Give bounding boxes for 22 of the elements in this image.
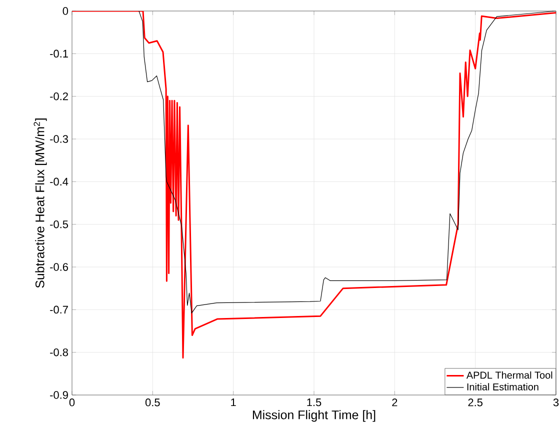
y-tick-label: -0.8 [50, 348, 68, 356]
legend-label: APDL Thermal Tool [466, 371, 552, 379]
legend-label: Initial Estimation [467, 383, 538, 390]
x-tick-label: 1 [231, 398, 236, 406]
y-tick-label: -0.3 [50, 135, 68, 143]
x-tick-label: 3 [553, 398, 559, 406]
y-tick-label: -0.7 [50, 306, 68, 314]
x-tick-label: 0 [69, 398, 75, 406]
y-axis-title: Subtractive Heat Flux [MW/m$^{2}$] [34, 118, 47, 288]
x-tick-label: 0.5 [145, 398, 160, 406]
x-axis-title: Mission Flight Time [h] [252, 410, 376, 422]
x-tick-label: 2.5 [468, 398, 482, 406]
line-series [72, 11, 556, 359]
x-tick-label: 2 [392, 398, 398, 406]
y-tick-label: -0.6 [50, 263, 68, 271]
y-tick-label: -0.2 [50, 92, 68, 100]
y-tick-label: -0.4 [50, 178, 68, 186]
y-tick-label: -0.5 [50, 220, 68, 228]
y-tick-label: -0.9 [50, 391, 68, 399]
x-tick-label: 1.5 [307, 398, 322, 406]
y-tick-label: 0 [62, 7, 68, 15]
y-tick-label: -0.1 [50, 50, 68, 58]
